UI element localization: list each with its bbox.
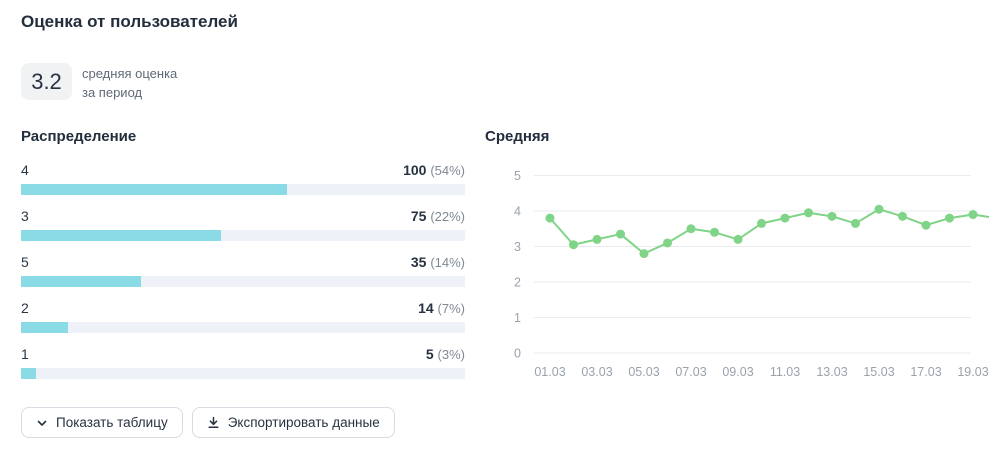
rating-value: 35 (14%) [411,254,465,270]
average-rating-badge: 3.2 [21,63,72,100]
rating-percent: (3%) [437,347,465,362]
rating-label: 1 [21,346,29,362]
show-table-label: Показать таблицу [56,415,168,430]
rating-value: 100 (54%) [403,162,465,178]
rating-count: 75 [410,208,427,224]
rating-bar-fill [21,276,141,287]
distribution-row: 5 35 (14%) [21,254,465,287]
x-axis-tick-label: 09.03 [722,365,753,379]
trend-panel: Средняя [485,128,549,145]
trend-point [898,211,907,221]
trend-point [616,229,625,239]
rating-count: 14 [418,300,434,316]
trend-point [827,211,837,221]
rating-bar-track [21,322,465,333]
rating-bar-track [21,230,465,241]
average-rating-caption-line1: средняя оценка [82,66,178,81]
trend-point [733,234,743,244]
trend-point [757,218,766,228]
distribution-list: 4 100 (54%) 3 75 (22%) 5 35 (14%) 2 14 (… [21,162,465,379]
trend-point [686,224,696,234]
x-axis-tick-label: 13.03 [816,365,847,379]
rating-value: 75 (22%) [411,208,465,224]
rating-bar-fill [21,184,288,195]
y-axis-tick-label: 2 [514,276,521,290]
trend-point [545,213,555,223]
x-axis-tick-label: 07.03 [675,365,706,379]
average-rating-caption: средняя оценка за период [82,64,177,102]
distribution-panel: Распределение 4 100 (54%) 3 75 (22%) 5 3… [21,128,465,392]
distribution-row: 4 100 (54%) [21,162,465,195]
distribution-heading: Распределение [21,128,137,145]
x-axis-tick-label: 17.03 [910,365,941,379]
rating-value: 14 (7%) [418,300,465,316]
rating-value: 5 (3%) [426,346,465,362]
trend-point [592,234,602,244]
x-axis-tick-label: 01.03 [534,365,565,379]
trend-point [921,220,931,230]
trend-point [968,210,978,220]
y-axis-tick-label: 1 [514,311,521,325]
trend-point [663,238,672,248]
export-data-button[interactable]: Экспортировать данные [191,407,395,438]
rating-trend-chart: 0 1 2 3 4 5 01.03 03.03 05.03 07.03 09.03 11.03 13.0… [514,169,989,379]
rating-label: 5 [21,254,29,270]
x-axis-tick-label: 03.03 [581,365,612,379]
rating-label: 2 [21,300,29,316]
rating-bar-fill [21,230,221,241]
rating-bar-track [21,276,465,287]
action-bar: Показать таблицу Экспортировать данные [21,407,395,438]
x-axis-tick-label: 11.03 [770,365,800,379]
trend-point [945,213,954,223]
trend-point [874,204,884,214]
x-axis-tick-label: 19.03 [957,365,988,379]
rating-bar-fill [21,368,37,379]
rating-bar-track [21,368,465,379]
rating-bar-fill [21,322,68,333]
average-rating-caption-line2: за период [82,85,143,100]
x-axis-tick-label: 15.03 [863,365,894,379]
y-axis-tick-label: 0 [514,347,521,361]
trend-point [569,240,578,250]
rating-percent: (54%) [430,163,465,178]
trend-point [639,249,649,259]
page-title: Оценка от пользователей [21,12,238,31]
trend-heading: Средняя [485,128,550,145]
export-data-label: Экспортировать данные [227,415,380,430]
rating-label: 4 [21,162,29,178]
show-table-button[interactable]: Показать таблицу [21,407,183,438]
trend-point [804,208,813,218]
rating-count: 5 [425,346,434,362]
rating-percent: (22%) [430,209,465,224]
distribution-row: 2 14 (7%) [21,300,465,333]
trend-point [851,218,860,228]
chevron-down-icon [37,420,47,426]
y-axis-tick-label: 3 [514,240,521,254]
y-axis-tick-label: 5 [514,169,521,183]
rating-count: 35 [410,254,427,270]
trend-point [710,227,719,237]
rating-percent: (7%) [437,301,465,316]
trend-point [780,213,790,223]
rating-label: 3 [21,208,29,224]
rating-bar-track [21,184,465,195]
rating-count: 100 [403,162,427,178]
y-axis-tick-label: 4 [514,205,521,219]
distribution-row: 1 5 (3%) [21,346,465,379]
distribution-row: 3 75 (22%) [21,208,465,241]
rating-percent: (14%) [430,255,465,270]
average-rating-summary: 3.2 средняя оценка за период [21,63,177,102]
x-axis-tick-label: 05.03 [628,365,659,379]
download-icon [208,416,219,428]
